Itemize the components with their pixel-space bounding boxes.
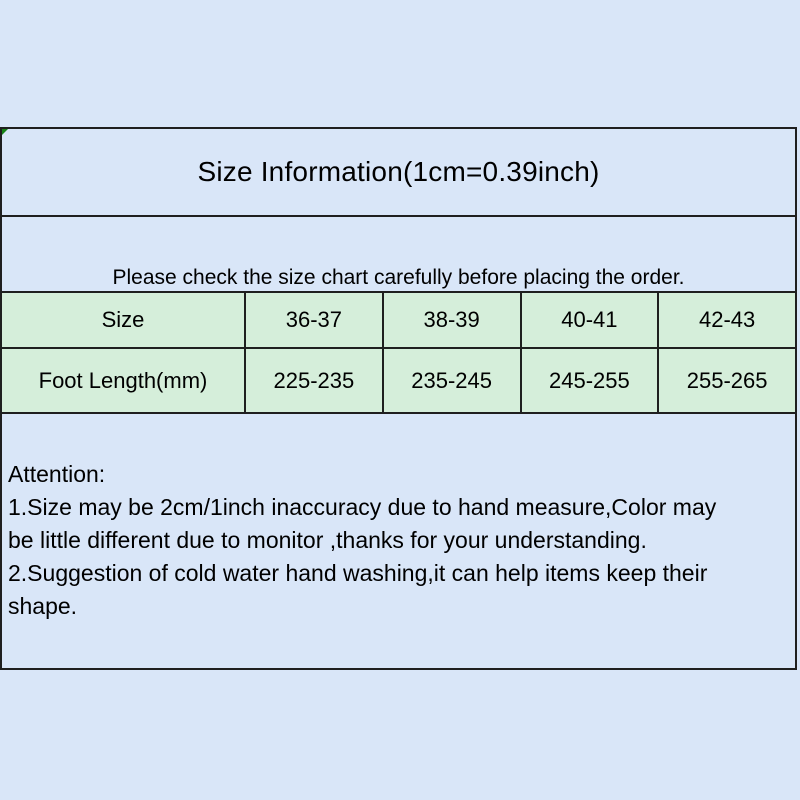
foot-length-cell: 245-255 [519,349,658,412]
size-cell: 36-37 [244,293,382,347]
attention-section: Attention: 1.Size may be 2cm/1inch inacc… [2,414,795,668]
table-row-size: Size 36-37 38-39 40-41 42-43 [2,293,795,349]
row-header-size: Size [101,307,145,332]
foot-length-cell: 235-245 [381,349,520,412]
size-chart-title: Size Information(1cm=0.39inch) [197,156,600,187]
size-chart-panel: Size Information(1cm=0.39inch) Please ch… [0,127,797,670]
size-cell: 40-41 [519,293,658,347]
attention-line: shape. [8,593,78,619]
table-row-foot-length: Foot Length(mm) 225-235 235-245 245-255 … [2,349,795,414]
size-cell: 42-43 [657,293,795,347]
notice-row: Please check the size chart carefully be… [2,217,795,293]
size-cell: 38-39 [381,293,520,347]
foot-length-cell: 255-265 [657,349,795,412]
foot-length-cell: 225-235 [244,349,382,412]
attention-line: 2.Suggestion of cold water hand washing,… [8,560,708,586]
size-chart-notice: Please check the size chart carefully be… [112,266,685,289]
attention-heading: Attention: [8,461,106,487]
corner-artifact [2,129,8,135]
attention-line: 1.Size may be 2cm/1inch inaccuracy due t… [8,494,717,520]
attention-line: be little different due to monitor ,than… [8,527,647,553]
title-row: Size Information(1cm=0.39inch) [2,129,795,217]
row-header-foot-length: Foot Length(mm) [38,367,208,393]
